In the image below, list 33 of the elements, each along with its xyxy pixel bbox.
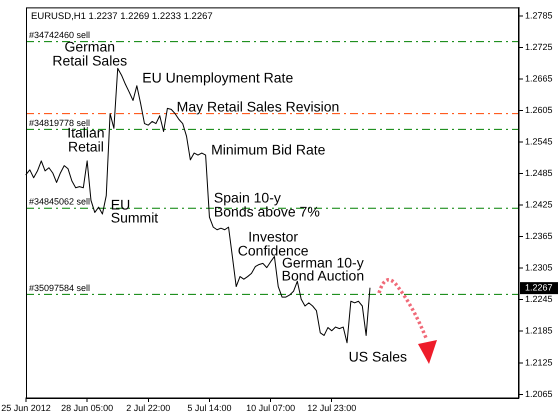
- y-tick-label: 1.2365: [525, 231, 553, 242]
- annotation: Spain 10-y Bonds above 7%: [214, 189, 320, 220]
- ref-line-label: #34742460 sell: [29, 30, 90, 40]
- y-tick-label: 1.2065: [525, 388, 553, 399]
- y-tick-label: 1.2545: [525, 136, 553, 146]
- ref-line-label: #35097584 sell: [29, 282, 90, 293]
- y-tick-label: 1.2785: [525, 10, 553, 20]
- x-tick-label: 12 Jul 23:00: [307, 402, 356, 413]
- x-tick-label: 28 Jun 05:00: [61, 402, 114, 413]
- y-tick-label: 1.2305: [525, 262, 553, 273]
- y-tick-label: 1.2425: [525, 200, 553, 210]
- x-tick-label: 25 Jun 2012: [1, 402, 51, 413]
- ref-line-label: #34845062 sell: [29, 196, 90, 207]
- x-tick-label: 2 Jul 22:00: [126, 402, 170, 413]
- y-tick-label: 1.2185: [525, 326, 553, 336]
- x-tick-label: 5 Jul 14:00: [187, 402, 232, 413]
- y-tick-label: 1.2485: [525, 168, 553, 178]
- annotation: May Retail Sales Revision: [176, 98, 340, 114]
- y-tick-label: 1.2125: [525, 357, 553, 368]
- annotation: US Sales: [348, 348, 408, 364]
- annotation: Investor Confidence: [238, 228, 309, 258]
- annotation: EU Summit: [110, 196, 158, 226]
- y-tick-label: 1.2725: [525, 42, 553, 52]
- y-tick-label: 1.2245: [525, 294, 553, 304]
- annotation: Minimum Bid Rate: [211, 141, 326, 158]
- ref-line-label: #34819778 sell: [29, 118, 90, 128]
- annotation: EU Unemployment Rate: [142, 69, 294, 86]
- y-tick-label: 1.2665: [525, 73, 553, 84]
- annotation: 1.2267: [525, 282, 553, 293]
- chart-title: EURUSD,H1 1.2237 1.2269 1.2233 1.2267: [31, 11, 213, 22]
- annotation: German Retail Sales: [52, 38, 128, 68]
- x-tick-label: 10 Jul 07:00: [246, 402, 296, 413]
- y-tick-label: 1.2605: [525, 104, 553, 115]
